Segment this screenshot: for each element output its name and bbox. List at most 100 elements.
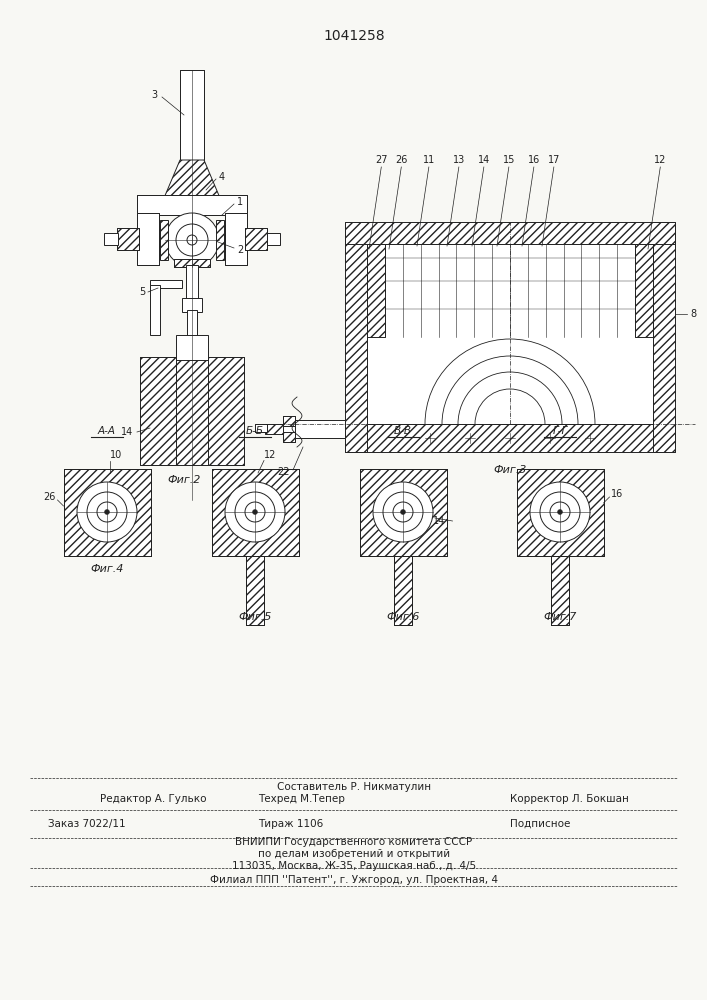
Text: по делам изобретений и открытий: по делам изобретений и открытий	[258, 849, 450, 859]
Bar	[211, 468, 298, 556]
Bar	[216, 220, 224, 260]
Text: Составитель Р. Никматулин: Составитель Р. Никматулин	[277, 782, 431, 792]
Bar	[246, 556, 264, 625]
Text: Г-Г: Г-Г	[552, 426, 568, 436]
Bar	[176, 335, 208, 360]
Bar	[64, 468, 151, 556]
Text: Фиг.5: Фиг.5	[238, 612, 271, 622]
Circle shape	[558, 510, 563, 514]
Circle shape	[400, 510, 406, 514]
Bar	[180, 70, 204, 160]
Bar	[255, 424, 267, 432]
Text: 16: 16	[527, 155, 540, 165]
Bar	[186, 265, 198, 300]
Bar	[345, 424, 675, 452]
Bar	[137, 213, 159, 265]
Bar	[180, 70, 204, 160]
Text: 14: 14	[433, 516, 445, 526]
Bar	[117, 228, 139, 250]
Text: 11: 11	[423, 155, 435, 165]
Bar	[137, 195, 247, 215]
Text: 12: 12	[264, 450, 276, 460]
Circle shape	[235, 492, 275, 532]
Bar	[267, 233, 280, 245]
Circle shape	[550, 502, 570, 522]
Circle shape	[245, 502, 265, 522]
Text: 26: 26	[395, 155, 407, 165]
Circle shape	[383, 492, 423, 532]
Text: 3: 3	[151, 90, 157, 100]
Text: Редактор А. Гулько: Редактор А. Гулько	[100, 794, 206, 804]
Bar	[117, 228, 139, 250]
Bar	[208, 357, 244, 465]
Bar	[246, 556, 264, 625]
Bar	[64, 468, 151, 556]
Circle shape	[252, 510, 257, 514]
Bar	[517, 468, 604, 556]
Text: Фиг.3: Фиг.3	[493, 465, 527, 475]
Text: Филиал ППП ''Патент'', г. Ужгород, ул. Проектная, 4: Филиал ППП ''Патент'', г. Ужгород, ул. П…	[210, 875, 498, 885]
Circle shape	[105, 510, 110, 514]
Circle shape	[77, 482, 137, 542]
Text: Подписное: Подписное	[510, 819, 571, 829]
Text: 16: 16	[612, 489, 624, 499]
Circle shape	[165, 213, 219, 267]
Circle shape	[225, 482, 285, 542]
Bar	[283, 432, 295, 442]
Text: 1: 1	[237, 197, 243, 207]
Bar	[211, 468, 298, 556]
Text: 27: 27	[375, 155, 387, 165]
Text: Фиг.6: Фиг.6	[386, 612, 420, 622]
Text: Б-Б: Б-Б	[246, 426, 264, 436]
Bar	[517, 468, 604, 556]
Bar	[635, 244, 653, 337]
Bar	[359, 468, 447, 556]
Text: Корректор Л. Бокшан: Корректор Л. Бокшан	[510, 794, 629, 804]
Bar	[345, 222, 675, 244]
Text: 17: 17	[548, 155, 560, 165]
Text: 5: 5	[139, 287, 145, 297]
Bar	[187, 310, 197, 360]
Text: 113035, Москва, Ж-35, Раушская наб., д. 4/5: 113035, Москва, Ж-35, Раушская наб., д. …	[232, 861, 476, 871]
Bar	[551, 556, 569, 625]
Text: Заказ 7022/11: Заказ 7022/11	[48, 819, 126, 829]
Text: 12: 12	[654, 155, 667, 165]
Circle shape	[187, 235, 197, 245]
Text: 1041258: 1041258	[323, 29, 385, 43]
Bar	[367, 244, 385, 337]
Text: Тираж 1106: Тираж 1106	[258, 819, 323, 829]
Bar	[359, 468, 447, 556]
Bar	[367, 244, 653, 424]
Bar	[394, 556, 412, 625]
Text: ВНИИПИ Государственного комитета СССР: ВНИИПИ Государственного комитета СССР	[235, 837, 472, 847]
Text: 2: 2	[237, 245, 243, 255]
Bar	[285, 420, 345, 438]
Bar	[140, 357, 244, 465]
Text: Техред М.Тепер: Техред М.Тепер	[258, 794, 345, 804]
Text: 8: 8	[690, 309, 696, 319]
Text: В-В: В-В	[394, 426, 412, 436]
Bar	[182, 298, 202, 312]
Bar	[283, 416, 295, 426]
Bar	[265, 424, 287, 434]
Text: Фиг.2: Фиг.2	[168, 475, 201, 485]
Text: 14: 14	[121, 427, 133, 437]
Bar	[653, 222, 675, 452]
Bar	[150, 285, 160, 335]
Bar	[225, 213, 247, 265]
Polygon shape	[164, 160, 220, 198]
Text: 26: 26	[43, 492, 56, 502]
Bar	[255, 424, 267, 432]
Circle shape	[393, 502, 413, 522]
Text: 13: 13	[452, 155, 465, 165]
Text: 22: 22	[276, 467, 289, 477]
Bar	[283, 416, 295, 442]
Bar	[245, 228, 267, 250]
Bar	[174, 259, 210, 267]
Bar	[225, 213, 247, 265]
Bar	[551, 556, 569, 625]
Circle shape	[373, 482, 433, 542]
Text: А-А: А-А	[98, 426, 116, 436]
Bar	[137, 195, 247, 215]
Bar	[245, 228, 267, 250]
